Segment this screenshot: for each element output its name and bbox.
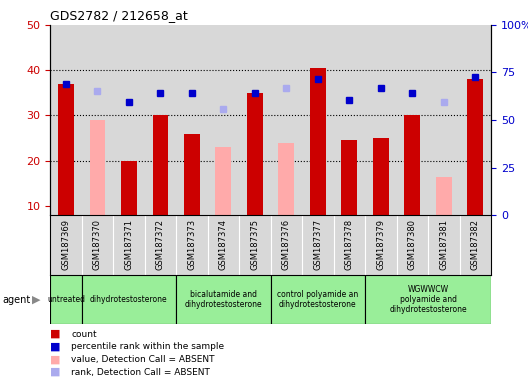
Bar: [342, 141, 357, 215]
Bar: [270, 275, 365, 324]
Text: WGWWCW
polyamide and
dihydrotestosterone: WGWWCW polyamide and dihydrotestosterone: [389, 285, 467, 314]
Text: GSM187372: GSM187372: [156, 219, 165, 270]
Text: GSM187379: GSM187379: [376, 219, 385, 270]
Text: percentile rank within the sample: percentile rank within the sample: [71, 342, 224, 351]
Text: ■: ■: [50, 367, 61, 377]
Bar: [184, 134, 200, 215]
Text: count: count: [71, 329, 97, 339]
Text: GSM187375: GSM187375: [250, 219, 259, 270]
Text: value, Detection Call = ABSENT: value, Detection Call = ABSENT: [71, 355, 215, 364]
Bar: [365, 275, 491, 324]
Text: ■: ■: [50, 329, 61, 339]
Text: GSM187377: GSM187377: [313, 219, 322, 270]
Text: untreated: untreated: [47, 295, 85, 304]
Bar: [82, 275, 176, 324]
Bar: [50, 275, 82, 324]
Text: GSM187369: GSM187369: [61, 219, 70, 270]
Bar: [436, 177, 451, 215]
Bar: [467, 79, 483, 215]
Text: GSM187370: GSM187370: [93, 219, 102, 270]
Text: GSM187376: GSM187376: [282, 219, 291, 270]
Text: GSM187381: GSM187381: [439, 219, 448, 270]
Text: rank, Detection Call = ABSENT: rank, Detection Call = ABSENT: [71, 367, 210, 377]
Bar: [278, 142, 294, 215]
Text: GSM187378: GSM187378: [345, 219, 354, 270]
Bar: [404, 116, 420, 215]
Text: ■: ■: [50, 342, 61, 352]
Bar: [373, 138, 389, 215]
Bar: [215, 147, 231, 215]
Text: agent: agent: [3, 295, 31, 305]
Text: GSM187373: GSM187373: [187, 219, 196, 270]
Bar: [153, 116, 168, 215]
Bar: [247, 93, 263, 215]
Text: ■: ■: [50, 354, 61, 364]
Bar: [310, 68, 326, 215]
Text: bicalutamide and
dihydrotestosterone: bicalutamide and dihydrotestosterone: [185, 290, 262, 309]
Text: GSM187374: GSM187374: [219, 219, 228, 270]
Text: GSM187382: GSM187382: [471, 219, 480, 270]
Bar: [90, 120, 105, 215]
Bar: [121, 161, 137, 215]
Bar: [176, 275, 270, 324]
Text: GSM187380: GSM187380: [408, 219, 417, 270]
Text: control polyamide an
dihydrotestosterone: control polyamide an dihydrotestosterone: [277, 290, 359, 309]
Text: ▶: ▶: [32, 295, 40, 305]
Text: dihydrotestosterone: dihydrotestosterone: [90, 295, 168, 304]
Bar: [58, 84, 74, 215]
Text: GDS2782 / 212658_at: GDS2782 / 212658_at: [50, 9, 188, 22]
Text: GSM187371: GSM187371: [125, 219, 134, 270]
